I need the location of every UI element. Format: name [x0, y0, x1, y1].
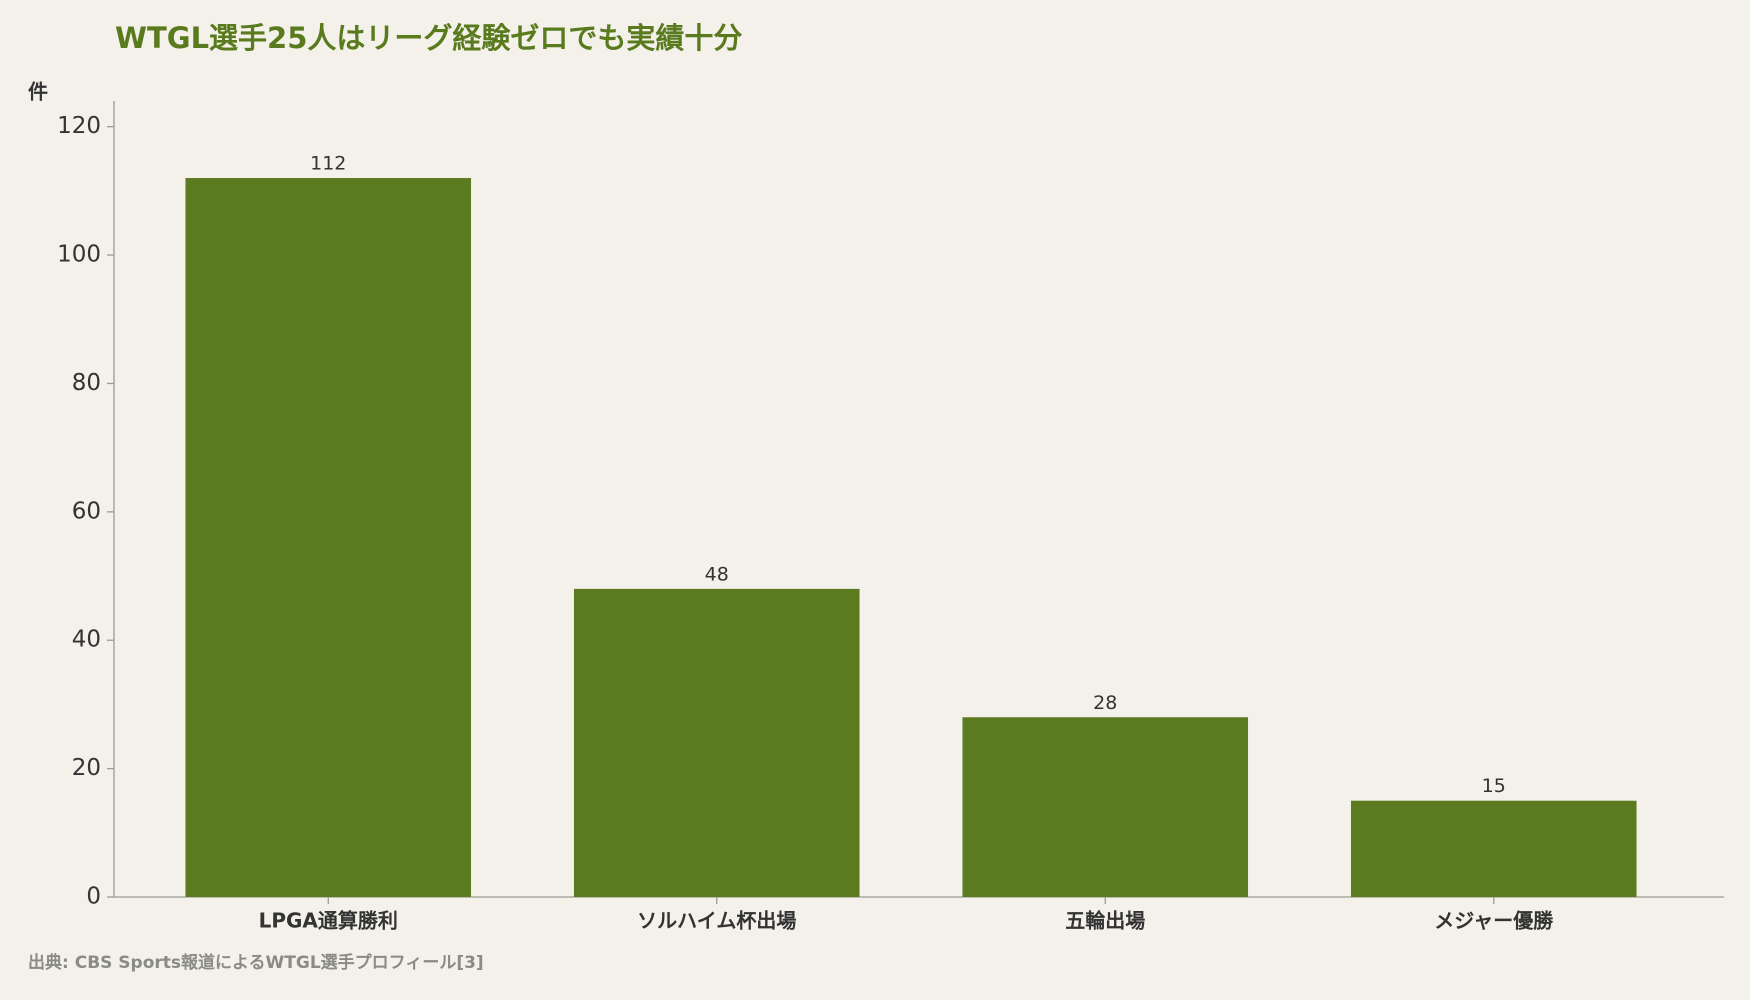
y-tick-label: 40: [72, 627, 101, 653]
value-label: 15: [1482, 775, 1506, 797]
bar: [185, 178, 472, 898]
y-tick-label: 80: [72, 370, 101, 396]
bar: [573, 588, 860, 897]
y-tick-label: 120: [57, 113, 101, 139]
x-tick-label: ソルハイム杯出場: [637, 909, 796, 933]
y-tick-label: 20: [72, 755, 101, 781]
y-axis-label: 件: [28, 80, 48, 104]
value-label: 112: [310, 153, 346, 175]
chart-title: WTGL選手25人はリーグ経験ゼロでも実績十分: [115, 21, 742, 55]
value-label: 28: [1093, 692, 1117, 714]
y-tick-label: 100: [57, 242, 101, 268]
x-tick-label: 五輪出場: [1065, 909, 1145, 933]
value-label: 48: [705, 563, 729, 585]
y-tick-label: 0: [86, 884, 101, 910]
source-note: 出典: CBS Sports報道によるWTGL選手プロフィール[3]: [28, 952, 484, 973]
x-tick-label: LPGA通算勝利: [259, 909, 398, 933]
y-tick-label: 60: [72, 498, 101, 524]
x-tick-label: メジャー優勝: [1434, 909, 1554, 933]
bar: [962, 717, 1249, 897]
bar: [1350, 800, 1637, 897]
